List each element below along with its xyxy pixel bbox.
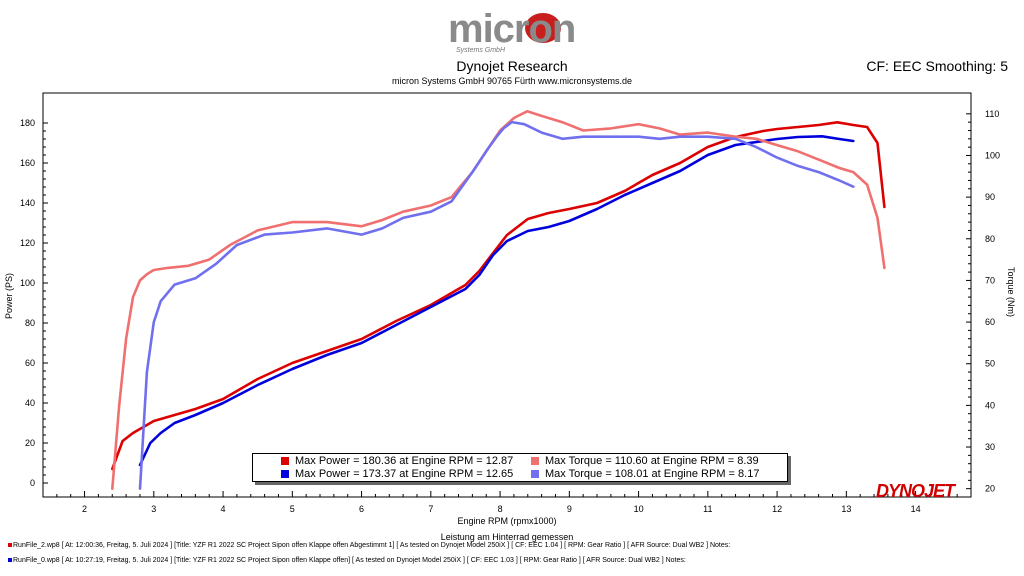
- x-tick-label: 6: [359, 504, 364, 514]
- y2-tick-label: 40: [985, 400, 995, 410]
- footer-run-info-2: RunFile_0.wp8 [ At: 10:27:19, Freitag, 5…: [8, 557, 686, 564]
- series-line-1: [111, 121, 886, 471]
- micron-logo: micron Systems GmbH: [440, 6, 585, 54]
- series-group: [111, 110, 886, 491]
- y-tick-label: 60: [25, 358, 35, 368]
- y-tick-label: 100: [20, 278, 35, 288]
- y2-tick-label: 110: [985, 109, 999, 119]
- dynojet-wordmark: DYNOJET: [876, 481, 957, 501]
- y-axis-label: Power (PS): [4, 273, 14, 319]
- y-tick-label: 180: [20, 118, 35, 128]
- y-tick-label: 140: [20, 198, 35, 208]
- x-tick-label: 4: [221, 504, 226, 514]
- left-axis: 0 20 40 60 80 100 120 140 160 180: [20, 118, 48, 488]
- y2-tick-label: 80: [985, 234, 995, 244]
- y-tick-label: 160: [20, 158, 35, 168]
- y2-tick-label: 50: [985, 359, 995, 369]
- logo-red-circle: [525, 13, 561, 43]
- legend-text-torque-run2: Max Torque = 110.60 at Engine RPM = 8.39: [545, 454, 759, 467]
- y2-tick-label: 30: [985, 442, 995, 452]
- legend-text-power-run0: Max Power = 173.37 at Engine RPM = 12.65: [295, 467, 514, 480]
- chart-legend: Max Power = 180.36 at Engine RPM = 12.87…: [252, 453, 788, 482]
- chart-header-subtitle: micron Systems GmbH 90765 Fürth www.micr…: [391, 76, 633, 86]
- footer-run-text-1: RunFile_2.wp8 [ At: 12:00:36, Freitag, 5…: [13, 542, 731, 549]
- x-tick-label: 14: [911, 504, 921, 514]
- logo-subtext: Systems GmbH: [456, 47, 506, 54]
- x-tick-label: 3: [151, 504, 156, 514]
- x-tick-label: 2: [82, 504, 87, 514]
- x-axis-sublabel: Leistung am Hinterrad gemessen: [441, 532, 574, 542]
- logo-wordmark: micron: [448, 7, 575, 51]
- footer-run-text-2: RunFile_0.wp8 [ At: 10:27:19, Freitag, 5…: [13, 557, 686, 564]
- x-tick-label: 8: [498, 504, 503, 514]
- x-tick-label: 12: [772, 504, 782, 514]
- legend-swatch-power-run2: [281, 456, 289, 465]
- y2-axis-label: Torque (Nm): [1006, 267, 1016, 317]
- legend-text-power-run2: Max Power = 180.36 at Engine RPM = 12.87: [295, 454, 514, 467]
- y2-tick-label: 60: [985, 317, 995, 327]
- y2-tick-label: 90: [985, 192, 995, 202]
- legend-swatch-power-run0: [281, 469, 289, 478]
- y2-tick-label: 20: [985, 484, 995, 494]
- footer-run-marker-2: [8, 558, 12, 563]
- legend-item-torque-run2: Max Torque = 110.60 at Engine RPM = 8.39: [531, 454, 759, 467]
- x-axis: 2 3 4 5 6 7 8 9 10 11 12 13 14: [42, 491, 972, 514]
- footer-run-info-1: RunFile_2.wp8 [ At: 12:00:36, Freitag, 5…: [8, 542, 730, 549]
- y-tick-label: 80: [25, 318, 35, 328]
- cf-smoothing-label: CF: EEC Smoothing: 5: [866, 58, 1008, 74]
- x-tick-label: 7: [428, 504, 433, 514]
- y-tick-label: 0: [30, 478, 35, 488]
- legend-item-torque-run0: Max Torque = 108.01 at Engine RPM = 8.17: [531, 467, 759, 480]
- dynojet-logo: DYNOJET: [876, 480, 972, 502]
- legend-swatch-torque-run0: [531, 469, 539, 478]
- x-tick-label: 9: [567, 504, 572, 514]
- y-tick-label: 40: [25, 398, 35, 408]
- y-tick-label: 20: [25, 438, 35, 448]
- x-tick-label: 10: [634, 504, 644, 514]
- x-tick-label: 13: [841, 504, 851, 514]
- plot-area: [42, 92, 972, 498]
- y-tick-label: 120: [20, 238, 35, 248]
- legend-item-power-run0: Max Power = 173.37 at Engine RPM = 12.65: [281, 467, 513, 480]
- legend-item-power-run2: Max Power = 180.36 at Engine RPM = 12.87: [281, 454, 513, 467]
- x-tick-label: 5: [290, 504, 295, 514]
- legend-swatch-torque-run2: [531, 456, 539, 465]
- x-axis-label: Engine RPM (rpmx1000): [457, 516, 556, 526]
- y2-tick-label: 70: [985, 275, 995, 285]
- series-line-4: [138, 120, 855, 491]
- x-tick-label: 11: [703, 504, 712, 514]
- legend-text-torque-run0: Max Torque = 108.01 at Engine RPM = 8.17: [545, 467, 760, 480]
- footer-run-marker-1: [8, 543, 12, 548]
- right-axis: 20 30 40 50 60 70 80 90 100 110: [966, 109, 1000, 494]
- y2-tick-label: 100: [985, 150, 1000, 160]
- chart-header-title: Dynojet Research: [456, 58, 568, 74]
